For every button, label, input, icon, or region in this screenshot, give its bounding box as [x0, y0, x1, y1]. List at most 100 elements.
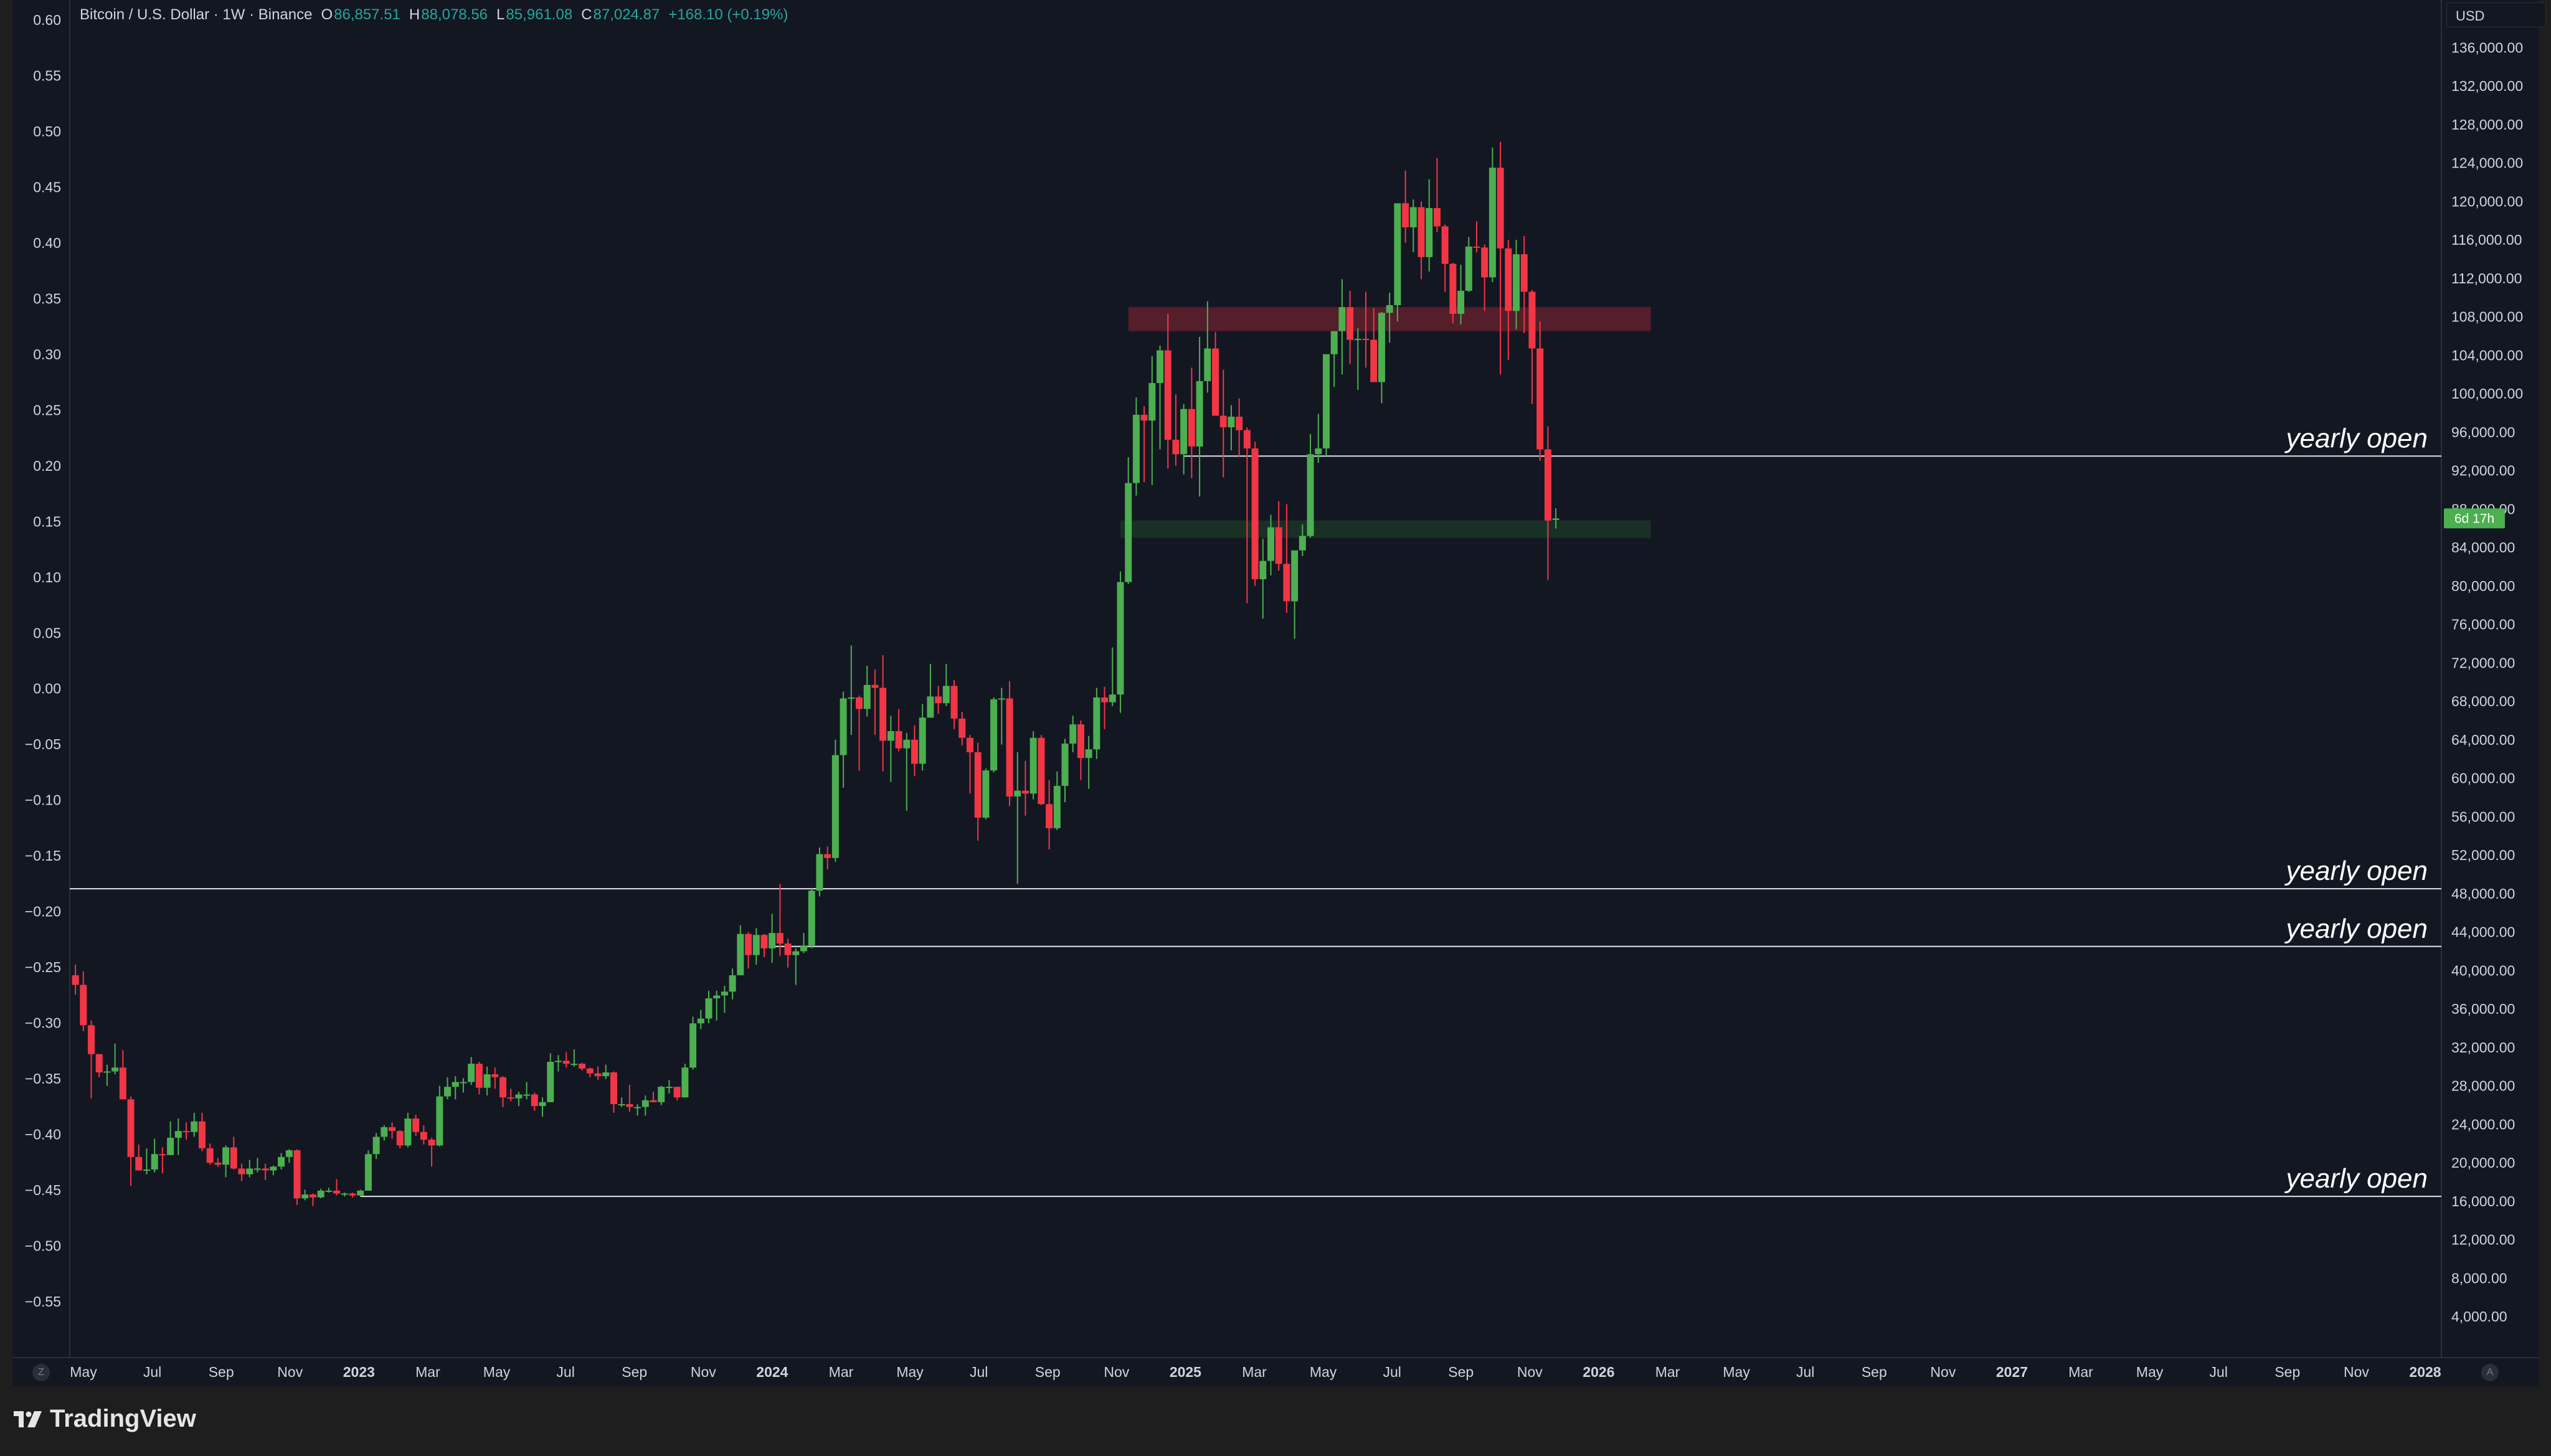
candle: [341, 1193, 348, 1195]
time-tick-label: 2023: [343, 1364, 375, 1380]
time-axis[interactable]: May Jul Sep Nov 2023 Mar May Jul Sep Nov 2024 Mar Ma…: [70, 1364, 2441, 1380]
candle: [253, 1168, 261, 1170]
candle: [800, 945, 808, 952]
price-tick-label: 124,000.00: [2451, 155, 2523, 171]
time-tick-label: 2028: [2409, 1364, 2441, 1380]
price-tick-label: 16,000.00: [2451, 1193, 2515, 1209]
price-tick-label: 48,000.00: [2451, 886, 2515, 902]
price-tick-label: 8,000.00: [2451, 1270, 2507, 1286]
candle: [1069, 724, 1077, 744]
time-tick-label: Nov: [691, 1364, 716, 1380]
candle: [1029, 737, 1037, 794]
candle: [824, 854, 831, 858]
candle: [697, 1018, 704, 1024]
time-tick-label: Mar: [415, 1364, 440, 1380]
time-tick-label: May: [70, 1364, 97, 1380]
percent-tick-label: −0.25: [25, 959, 61, 975]
candle: [658, 1087, 665, 1102]
candle: [769, 933, 776, 948]
price-tick-label: 128,000.00: [2451, 116, 2523, 133]
candle: [1362, 339, 1370, 341]
time-tick-label: Nov: [2344, 1364, 2369, 1380]
candle: [191, 1121, 198, 1132]
percent-axis[interactable]: 0.60 0.55 0.50 0.45 0.40 0.35 0.30 0.25 0.20 0.15…: [25, 12, 61, 1310]
percent-tick-label: −0.05: [25, 736, 61, 752]
price-axis[interactable]: 136,000.00 132,000.00 128,000.00 124,000.00…: [2451, 39, 2523, 1325]
candle: [1322, 354, 1330, 449]
price-tick-label: 116,000.00: [2451, 232, 2522, 248]
percent-tick-label: −0.20: [25, 904, 61, 920]
candle: [919, 717, 926, 764]
candle: [301, 1194, 309, 1199]
candle: [1536, 348, 1544, 450]
candle: [626, 1104, 633, 1107]
candle: [278, 1156, 285, 1167]
symbol-title[interactable]: Bitcoin / U.S. Dollar · 1W · Binance: [80, 6, 313, 23]
percent-tick-label: −0.45: [25, 1182, 61, 1198]
candle: [1315, 448, 1322, 455]
candle: [1204, 348, 1211, 382]
price-tick-label: 132,000.00: [2451, 78, 2523, 94]
candle: [911, 739, 918, 764]
zoom-reset-button[interactable]: Z: [32, 1364, 50, 1381]
countdown-badge-text: 6d 17h: [2454, 511, 2494, 526]
candle: [1180, 409, 1188, 455]
candle: [856, 697, 863, 709]
candle: [412, 1118, 420, 1132]
candle: [325, 1190, 333, 1192]
candle: [1157, 350, 1164, 384]
candle: [974, 752, 982, 818]
candle: [618, 1104, 625, 1105]
candle: [1291, 550, 1299, 602]
candle: [230, 1147, 237, 1169]
candle: [88, 1025, 95, 1054]
auto-scale-button[interactable]: A: [2481, 1364, 2499, 1381]
high-value: 88,078.56: [421, 6, 488, 23]
price-tick-label: 80,000.00: [2451, 578, 2515, 594]
candle: [1164, 350, 1171, 440]
time-tick-label: Sep: [1448, 1364, 1474, 1380]
percent-tick-label: −0.15: [25, 848, 61, 864]
candle: [1307, 454, 1314, 536]
price-tick-label: 56,000.00: [2451, 808, 2515, 825]
time-tick-label: Mar: [1655, 1364, 1680, 1380]
candle: [871, 684, 879, 688]
candle: [111, 1067, 119, 1072]
candle: [721, 991, 728, 996]
candle: [246, 1168, 253, 1175]
tradingview-logo[interactable]: TradingView: [14, 1405, 196, 1433]
low-value: 85,961.08: [506, 6, 573, 23]
candle: [182, 1131, 190, 1133]
candle: [602, 1072, 610, 1077]
candle: [127, 1099, 135, 1157]
price-tick-label: 96,000.00: [2451, 424, 2515, 440]
candle: [958, 718, 966, 738]
time-tick-label: Jul: [143, 1364, 161, 1380]
candle: [935, 696, 942, 704]
price-tick-label: 32,000.00: [2451, 1039, 2515, 1056]
candle: [570, 1064, 578, 1066]
price-tick-label: 92,000.00: [2451, 463, 2515, 479]
candle: [499, 1077, 506, 1098]
candle: [1219, 415, 1227, 428]
time-tick-label: Mar: [1242, 1364, 1267, 1380]
candle: [95, 1054, 103, 1072]
yearly-open-label: yearly open: [2284, 1163, 2428, 1194]
currency-button[interactable]: USD: [2446, 2, 2546, 27]
percent-tick-label: 0.40: [33, 235, 61, 251]
candle: [515, 1094, 523, 1099]
candle: [1449, 263, 1457, 314]
time-tick-label: May: [2136, 1364, 2164, 1380]
candle: [1148, 383, 1156, 421]
candle: [1473, 246, 1480, 248]
price-tick-label: 60,000.00: [2451, 770, 2515, 787]
price-chart[interactable]: yearly open yearly open yearly open yearly …: [0, 0, 2551, 1386]
candle: [151, 1154, 158, 1170]
candle: [1299, 536, 1306, 551]
candle: [547, 1062, 554, 1102]
change-value: +168.10 (+0.19%): [668, 6, 788, 23]
candle: [1426, 208, 1433, 257]
candle: [554, 1061, 562, 1062]
candle: [262, 1168, 269, 1171]
candle: [713, 995, 721, 999]
